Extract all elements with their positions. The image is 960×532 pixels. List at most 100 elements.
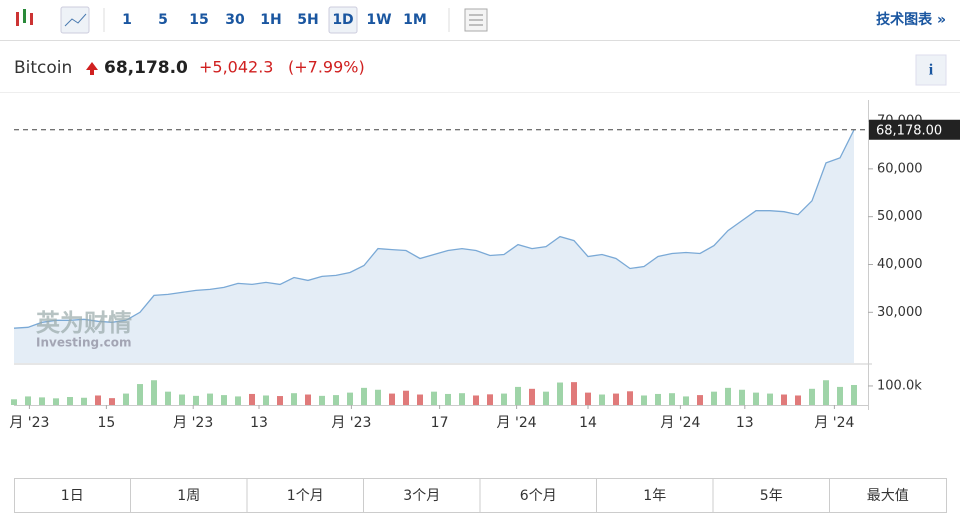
area bbox=[14, 129, 854, 363]
interval-button[interactable]: 1M bbox=[403, 12, 427, 28]
interval-button[interactable]: 5 bbox=[158, 12, 168, 28]
interval-button[interactable]: 1 bbox=[122, 12, 132, 28]
volume-bar bbox=[767, 393, 773, 405]
volume-bar bbox=[109, 398, 115, 405]
volume-bar bbox=[837, 386, 843, 405]
info-icon[interactable]: i bbox=[929, 62, 934, 79]
volume-bar bbox=[655, 393, 661, 405]
volume-bar bbox=[277, 396, 283, 405]
volume-bar bbox=[403, 390, 409, 405]
volume-bar bbox=[543, 391, 549, 405]
candle-icon[interactable] bbox=[16, 9, 33, 26]
x-tick-label: 月 '23 bbox=[331, 415, 371, 431]
y-tick-label: 30,000 bbox=[877, 305, 923, 320]
volume-bar bbox=[263, 395, 269, 405]
volume-bar bbox=[599, 394, 605, 405]
range-button[interactable]: 5年 bbox=[760, 488, 783, 504]
x-tick-label: 月 '24 bbox=[660, 415, 700, 431]
watermark-en: Investing.com bbox=[36, 336, 132, 350]
volume-bar bbox=[375, 389, 381, 405]
current-price-label: 68,178.00 bbox=[876, 123, 942, 138]
volume-bar bbox=[445, 393, 451, 405]
x-tick-label: 月 '24 bbox=[814, 415, 854, 431]
volume-bar bbox=[753, 392, 759, 405]
volume-bar bbox=[291, 393, 297, 405]
volume-bar bbox=[823, 380, 829, 405]
volume-bar bbox=[95, 395, 101, 405]
volume-bar bbox=[795, 395, 801, 405]
up-arrow bbox=[86, 62, 98, 75]
range-button[interactable]: 1年 bbox=[643, 488, 666, 504]
tech-chart-link[interactable]: 技术图表 » bbox=[876, 11, 946, 28]
current-price-tag bbox=[869, 119, 960, 140]
volume-bar bbox=[501, 393, 507, 405]
volume-bar bbox=[389, 393, 395, 405]
interval-button[interactable]: 1H bbox=[260, 12, 281, 28]
y-tick-label: 50,000 bbox=[877, 209, 923, 224]
x-tick-label: 13 bbox=[736, 415, 754, 431]
volume-bar bbox=[725, 387, 731, 405]
y-tick-label: 40,000 bbox=[877, 257, 923, 272]
x-tick-label: 月 '24 bbox=[497, 415, 537, 431]
volume-bar bbox=[739, 389, 745, 405]
volume-bar bbox=[473, 395, 479, 405]
range-button[interactable]: 1日 bbox=[61, 488, 84, 504]
volume-bar bbox=[249, 393, 255, 405]
volume-bar bbox=[585, 392, 591, 405]
x-tick-label: 月 '23 bbox=[173, 415, 213, 431]
volume-tick-label: 100.0k bbox=[877, 378, 922, 393]
volume-bar bbox=[557, 382, 563, 405]
volume-bar bbox=[781, 394, 787, 405]
volume-bar bbox=[711, 391, 717, 405]
volume-bar bbox=[53, 398, 59, 405]
volume-bar bbox=[417, 394, 423, 405]
range-button[interactable]: 1周 bbox=[177, 488, 200, 504]
volume-bar bbox=[809, 388, 815, 405]
volume-bar bbox=[25, 396, 31, 405]
interval-button[interactable]: 1W bbox=[366, 12, 391, 28]
layout-icon[interactable] bbox=[464, 8, 488, 32]
volume-bar bbox=[123, 393, 129, 405]
interval-button[interactable]: 1D bbox=[332, 12, 353, 28]
range-button[interactable]: 最大值 bbox=[867, 488, 909, 504]
volume-bar bbox=[305, 394, 311, 405]
volume-bar bbox=[235, 396, 241, 405]
info-button[interactable] bbox=[915, 54, 947, 86]
volume-bar bbox=[487, 394, 493, 405]
volume-bar bbox=[515, 386, 521, 405]
x-tick-label: 17 bbox=[431, 415, 449, 431]
volume-bar bbox=[529, 388, 535, 405]
x-tick-label: 13 bbox=[250, 415, 268, 431]
instrument-name: Bitcoin bbox=[14, 58, 72, 78]
volume-bar bbox=[221, 395, 227, 405]
volume-bar bbox=[179, 394, 185, 405]
change: +5,042.3 bbox=[199, 58, 273, 77]
active-interval-box bbox=[328, 6, 358, 34]
interval-button[interactable]: 30 bbox=[225, 12, 245, 28]
range-button[interactable]: 3个月 bbox=[403, 488, 440, 504]
line-icon[interactable] bbox=[60, 6, 90, 34]
volume-bar bbox=[67, 397, 73, 405]
volume-bar bbox=[697, 395, 703, 405]
range-button[interactable]: 1个月 bbox=[287, 488, 324, 504]
x-tick-label: 15 bbox=[97, 415, 115, 431]
volume-bar bbox=[683, 396, 689, 405]
volume-bar bbox=[11, 399, 17, 405]
volume-bar bbox=[851, 385, 857, 405]
volume-bar bbox=[151, 380, 157, 405]
volume-bar bbox=[347, 392, 353, 405]
volume-bar bbox=[613, 393, 619, 405]
volume-bar bbox=[459, 393, 465, 405]
volume-bar bbox=[39, 397, 45, 405]
interval-button[interactable]: 5H bbox=[297, 12, 318, 28]
volume-bar bbox=[81, 397, 87, 405]
x-tick-label: 月 '23 bbox=[9, 415, 49, 431]
volume-bar bbox=[361, 387, 367, 405]
interval-button[interactable]: 15 bbox=[189, 12, 208, 28]
volume-bar bbox=[165, 391, 171, 405]
watermark-cn: 英为财情 bbox=[36, 309, 132, 337]
volume-bar bbox=[627, 391, 633, 405]
range-button[interactable]: 6个月 bbox=[520, 488, 557, 504]
y-tick-label: 60,000 bbox=[877, 161, 923, 176]
